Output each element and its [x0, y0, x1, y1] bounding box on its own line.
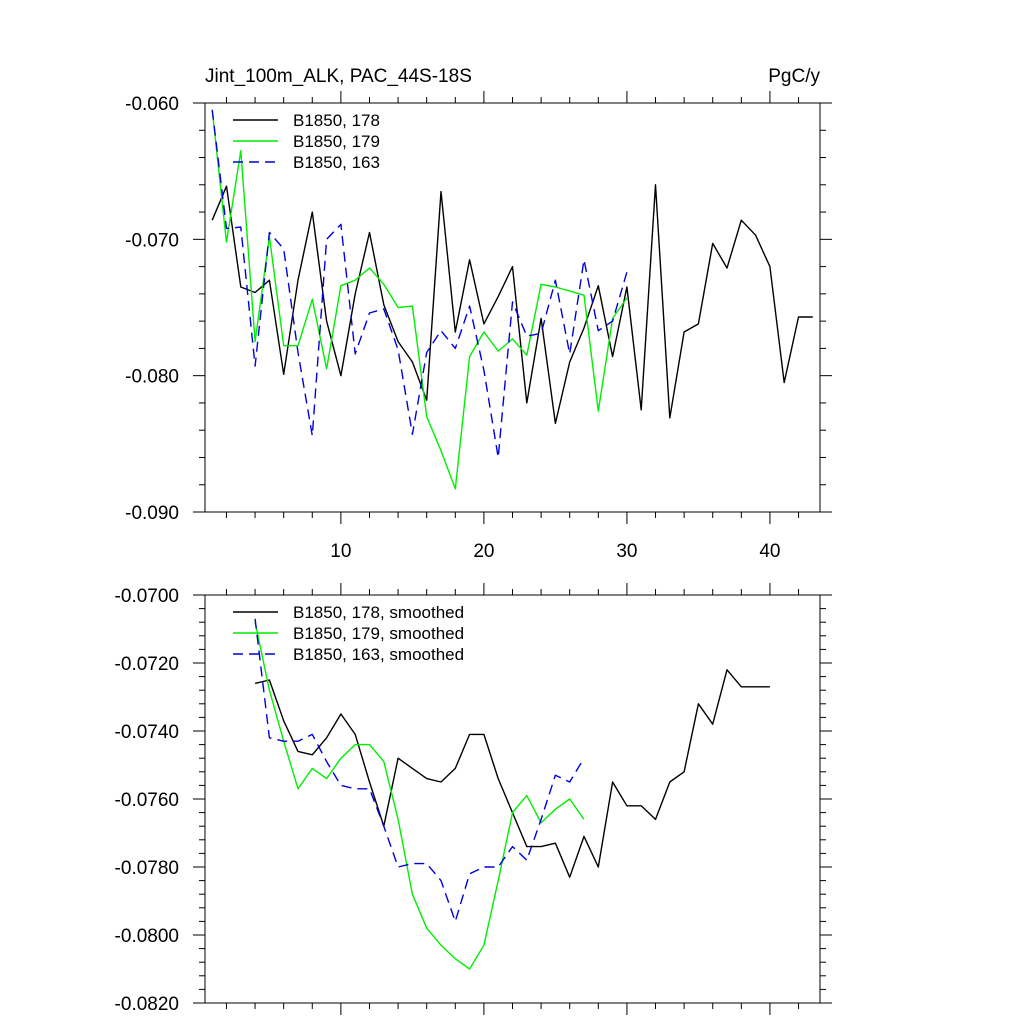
- legend-label-3: B1850, 163: [293, 153, 380, 172]
- panel1-title: Jint_100m_ALK, PAC_44S-18S: [205, 66, 472, 87]
- y-tick-label: -0.0740: [115, 722, 179, 743]
- legend-label-2: B1850, 179: [293, 132, 380, 151]
- legend-label-1: B1850, 178: [293, 111, 380, 130]
- series-line-1: [211, 184, 813, 425]
- y-tick-label: -0.090: [125, 503, 179, 524]
- legend-label-2: B1850, 179, smoothed: [293, 624, 464, 643]
- panel1-units: PgC/y: [768, 66, 820, 87]
- y-tick-label: -0.0720: [115, 654, 179, 675]
- y-tick-label: -0.0780: [115, 858, 179, 879]
- x-tick-label: 40: [759, 541, 780, 562]
- panel-bottom: -0.0700 -0.0720 -0.0740 -0.0760 -0.0780 -0.08…: [115, 583, 832, 1015]
- series-line-3: [254, 618, 585, 923]
- y-tick-label: -0.080: [125, 367, 179, 388]
- legend-label-1: B1850, 178, smoothed: [293, 603, 464, 622]
- series-line-2: [254, 622, 585, 970]
- panel-top: 10 20 30 40 -0.060 -0.070 -0.080 -0.090 B1850, 1…: [125, 91, 832, 562]
- y-tick-label: -0.0760: [115, 790, 179, 811]
- series-line-2: [211, 109, 628, 490]
- y-tick-label: -0.0700: [115, 586, 179, 607]
- x-tick-label: 30: [616, 541, 637, 562]
- y-tick-label: -0.0800: [115, 926, 179, 947]
- x-tick-label: 10: [330, 541, 351, 562]
- y-tick-label: -0.070: [125, 230, 179, 251]
- x-tick-label: 20: [473, 541, 494, 562]
- y-tick-label: -0.060: [125, 94, 179, 115]
- legend-label-3: B1850, 163, smoothed: [293, 645, 464, 664]
- y-tick-label: -0.0820: [115, 994, 179, 1015]
